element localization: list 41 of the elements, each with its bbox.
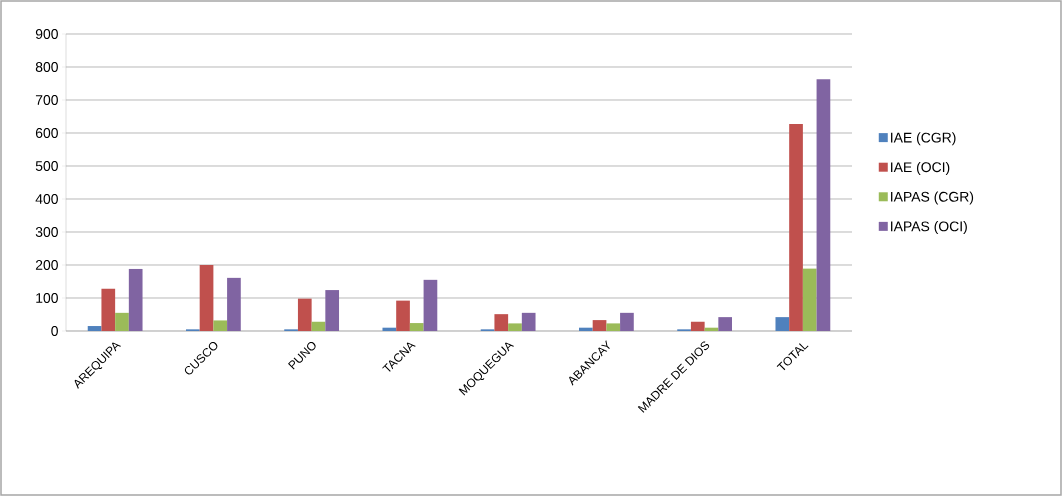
legend-label: IAE (CGR): [891, 132, 956, 146]
bar: [521, 312, 536, 331]
bar: [409, 323, 424, 331]
bar: [199, 264, 214, 331]
bar: [227, 277, 241, 331]
bar: [578, 327, 593, 331]
y-tick-label: 600: [35, 128, 58, 138]
y-tick-label: 0: [51, 326, 58, 336]
bar: [101, 288, 116, 331]
y-tick-label: 400: [35, 194, 58, 204]
bar: [718, 317, 733, 331]
bar: [789, 124, 803, 331]
bar: [87, 326, 102, 331]
bar: [606, 323, 621, 331]
bar: [620, 312, 634, 331]
bar: [494, 314, 509, 331]
bar: [128, 268, 143, 331]
y-tick-label: 500: [35, 161, 58, 171]
bar: [816, 79, 831, 331]
bar: [423, 279, 438, 331]
legend-label: IAPAS (OCI): [891, 221, 967, 235]
bar: [592, 320, 607, 331]
y-tick-label: 200: [35, 260, 58, 270]
bar: [382, 327, 397, 331]
bar: [213, 320, 228, 331]
legend-label: IAE (OCI): [891, 161, 950, 175]
bar: [311, 321, 326, 331]
y-tick-label: 800: [35, 62, 58, 72]
bar: [115, 312, 129, 331]
bar: [802, 268, 817, 331]
bar: [297, 298, 312, 331]
bar: [396, 300, 410, 331]
bar: [325, 290, 340, 331]
y-tick-label: 300: [35, 227, 58, 237]
y-tick-label: 700: [35, 95, 58, 105]
bar: [508, 323, 522, 331]
y-tick-label: 100: [36, 293, 58, 303]
bar: [775, 317, 790, 331]
y-tick-label: 900: [35, 29, 58, 39]
bar: [690, 321, 705, 331]
legend-label: IAPAS (CGR): [891, 191, 974, 205]
